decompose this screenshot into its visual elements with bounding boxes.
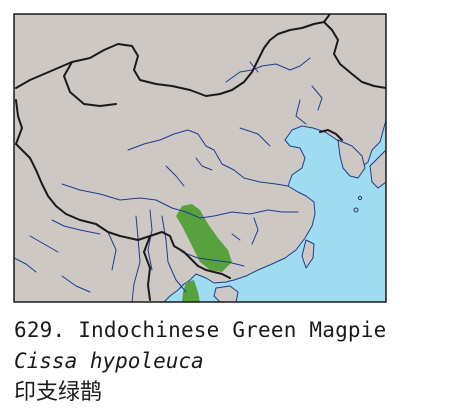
river [127, 129, 289, 187]
national-border [15, 143, 151, 241]
chinese-name: 印支绿鹊 [14, 380, 103, 405]
taiwan-island [301, 239, 315, 269]
river [225, 57, 311, 83]
river [29, 235, 59, 253]
river [107, 231, 117, 271]
hainan-island [213, 285, 239, 302]
national-border [15, 99, 23, 145]
national-border [319, 129, 343, 141]
river [195, 157, 213, 171]
river [295, 99, 307, 125]
rivers [14, 57, 323, 302]
river [251, 217, 259, 245]
river [131, 215, 141, 302]
map-frame [13, 13, 387, 303]
national-border [143, 231, 231, 301]
river [311, 85, 323, 111]
river [14, 257, 37, 273]
japan-fragment [369, 149, 386, 189]
river [147, 209, 153, 271]
species-range-south [182, 280, 200, 302]
river [51, 219, 101, 235]
river [161, 215, 187, 293]
islet [357, 195, 363, 201]
national-border [15, 21, 386, 97]
river [239, 127, 271, 147]
national-border [323, 14, 331, 23]
river [61, 275, 91, 293]
korean-peninsula [337, 139, 366, 179]
river [61, 183, 299, 219]
species-title: 629. Indochinese Green Magpie [14, 318, 387, 342]
river [231, 233, 241, 241]
scientific-name: Cissa hypoleuca [14, 349, 204, 373]
national-border [63, 61, 117, 107]
islet [353, 207, 359, 213]
river [165, 165, 185, 187]
species-range [176, 204, 232, 272]
river [181, 251, 245, 267]
